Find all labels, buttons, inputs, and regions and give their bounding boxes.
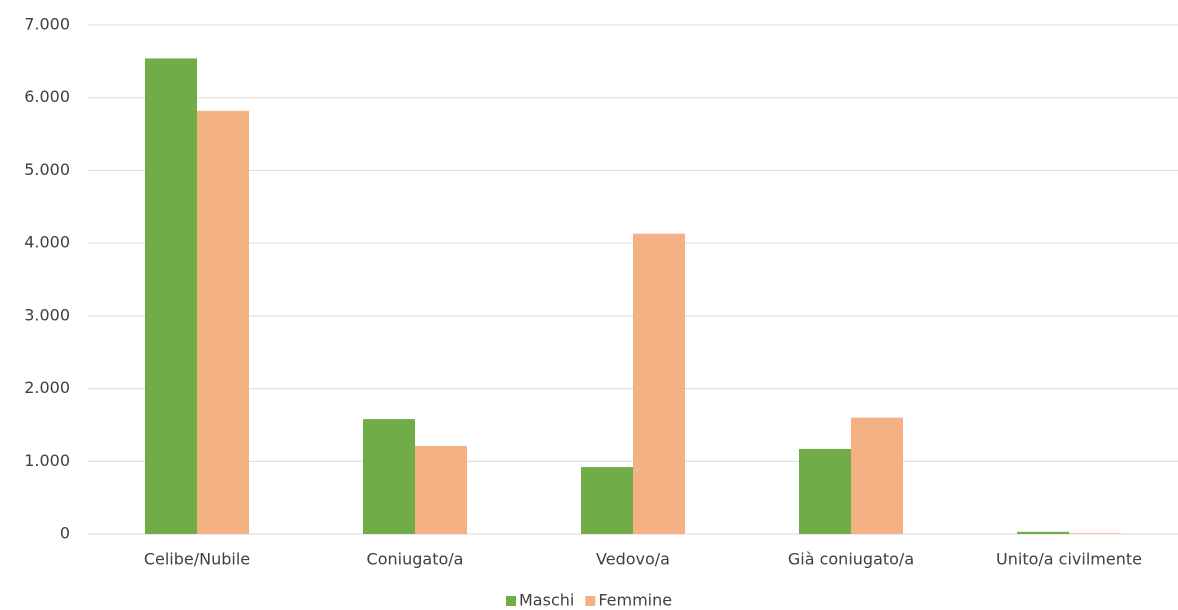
x-tick-label: Coniugato/a bbox=[367, 550, 464, 569]
bar bbox=[1017, 531, 1069, 534]
y-tick-label: 1.000 bbox=[24, 451, 70, 470]
y-tick-label: 6.000 bbox=[24, 87, 70, 106]
x-tick-label: Unito/a civilmente bbox=[996, 550, 1142, 569]
bar bbox=[145, 58, 197, 534]
bar bbox=[633, 233, 685, 534]
y-tick-label: 0 bbox=[60, 524, 70, 543]
bar bbox=[799, 448, 851, 534]
bar bbox=[197, 110, 249, 534]
bar bbox=[581, 467, 633, 534]
x-tick-label: Celibe/Nubile bbox=[144, 550, 250, 569]
y-tick-label: 7.000 bbox=[24, 15, 70, 34]
x-tick-label: Vedovo/a bbox=[596, 550, 670, 569]
y-tick-label: 5.000 bbox=[24, 160, 70, 179]
legend-label: Maschi bbox=[519, 591, 574, 610]
x-tick-label: Già coniugato/a bbox=[788, 550, 914, 569]
bar bbox=[851, 417, 903, 534]
legend-swatch bbox=[506, 596, 516, 606]
y-tick-label: 3.000 bbox=[24, 305, 70, 324]
bar bbox=[1069, 533, 1121, 534]
bar bbox=[415, 446, 467, 534]
legend-label: Femmine bbox=[598, 591, 672, 610]
legend-swatch bbox=[585, 596, 596, 606]
y-tick-label: 2.000 bbox=[24, 378, 70, 397]
y-tick-label: 4.000 bbox=[24, 233, 70, 252]
bar bbox=[363, 419, 415, 534]
